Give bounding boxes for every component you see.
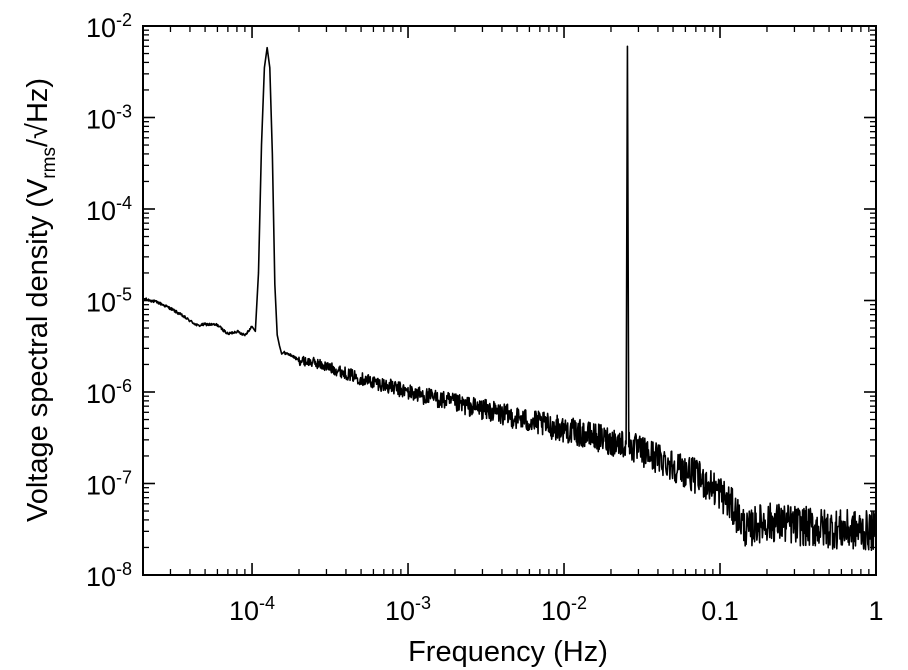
x-tick-label: 10-3 [385,593,431,626]
y-tick-labels: 10-8 10-7 10-6 10-5 10-4 10-3 10-2 [86,10,132,592]
watermark: 知乎 @shi kid [719,621,854,646]
x-tick-label: 10-2 [541,593,587,626]
x-axis-title: Frequency (Hz) [408,636,608,668]
y-axis-title-suffix: /√Hz) [22,78,54,147]
x-tick-label: 1 [868,596,883,626]
y-tick-label: 10-7 [86,468,132,501]
y-axis-title: Voltage spectral density (Vrms/√Hz) [22,78,60,522]
x-tick-label: 0.1 [701,596,739,626]
series-line-spectrum [142,45,877,552]
y-tick-label: 10-6 [86,376,132,409]
y-tick-label: 10-3 [86,102,132,135]
y-tick-label: 10-5 [86,285,132,318]
y-tick-label: 10-4 [86,193,132,226]
x-tick-label: 10-4 [229,593,275,626]
x-tick-labels: 10-4 10-3 10-2 0.1 1 [229,593,884,626]
y-tick-label: 10-2 [86,10,132,43]
y-tick-label: 10-8 [86,559,132,592]
y-axis-title-prefix: Voltage spectral density (V [22,178,54,522]
y-axis-title-subscript: rms [39,147,60,179]
plot-frame [142,25,877,576]
